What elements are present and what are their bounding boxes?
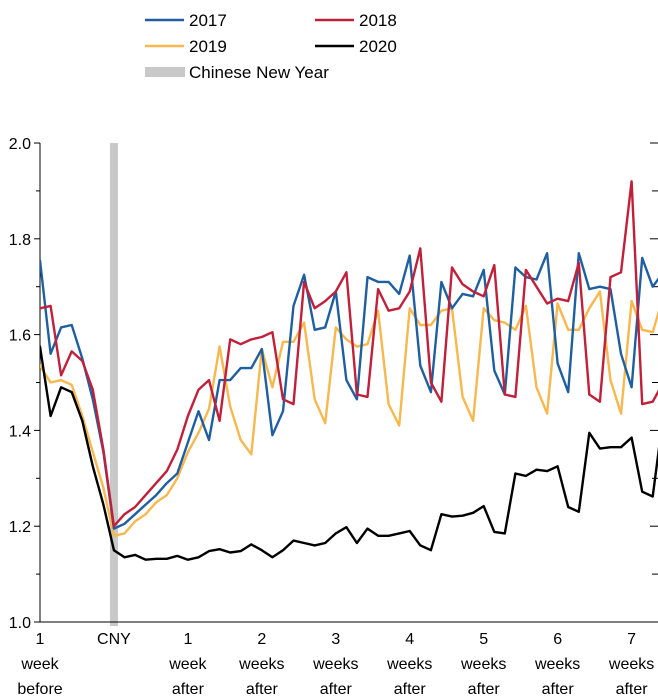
- legend-label-2017: 2017: [189, 11, 227, 30]
- legend-item-2017: 2017: [145, 11, 227, 30]
- y-tick-label: 1.2: [9, 519, 31, 536]
- series-line-2020: [40, 345, 658, 561]
- x-tick-label: after: [468, 681, 501, 698]
- x-tick-label: 4: [405, 631, 414, 648]
- x-tick-0: 1 week before: [17, 631, 62, 698]
- x-tick-5: 4 weeks after: [386, 631, 432, 698]
- legend-item-chinese-new-year: Chinese New Year: [145, 63, 329, 82]
- x-tick-label: weeks: [386, 656, 432, 673]
- x-tick-label: weeks: [460, 656, 506, 673]
- x-tick-2: 1 week after: [168, 631, 207, 698]
- x-tick-label: 1: [183, 631, 192, 648]
- x-tick-label: week: [20, 656, 59, 673]
- y-tick-label: 2.0: [9, 136, 31, 153]
- x-tick-label: weeks: [312, 656, 358, 673]
- y-tick-label: 1.8: [9, 232, 31, 249]
- x-tick-label: after: [616, 681, 649, 698]
- x-tick-6: 5 weeks after: [460, 631, 506, 698]
- legend-item-2020: 2020: [315, 37, 397, 56]
- x-tick-label: before: [17, 681, 62, 698]
- series-line-2017: [40, 251, 658, 530]
- x-tick-3: 2 weeks after: [238, 631, 284, 698]
- x-tick-7: 6 weeks after: [534, 631, 580, 698]
- chart-legend: 2017 2018 2019 2020 Chinese New Year: [145, 11, 397, 82]
- chart-series: [40, 180, 658, 561]
- x-tick-label: weeks: [608, 656, 654, 673]
- x-tick-label: 5: [479, 631, 488, 648]
- x-tick-label: weeks: [534, 656, 580, 673]
- legend-label-2019: 2019: [189, 37, 227, 56]
- legend-swatch-chinese-new-year: [145, 67, 185, 77]
- x-tick-label: 3: [331, 631, 340, 648]
- x-tick-label: after: [542, 681, 575, 698]
- x-tick-1: CNY: [97, 631, 131, 648]
- x-tick-label: CNY: [97, 631, 131, 648]
- y-tick-label: 1.4: [9, 423, 31, 440]
- x-tick-label: 2: [257, 631, 266, 648]
- legend-label-2020: 2020: [359, 37, 397, 56]
- x-tick-label: weeks: [238, 656, 284, 673]
- x-tick-4: 3 weeks after: [312, 631, 358, 698]
- x-tick-label: week: [168, 656, 207, 673]
- chart-axes: 1.0 1.2 1.4 1.6 1.8 2.0 1 week before CNY 1 week aft…: [9, 136, 658, 698]
- legend-label-chinese-new-year: Chinese New Year: [189, 63, 329, 82]
- series-line-2018: [40, 180, 658, 528]
- x-tick-label: after: [246, 681, 279, 698]
- cny-shaded-region: [109, 143, 118, 626]
- x-tick-label: 1: [36, 631, 45, 648]
- legend-label-2018: 2018: [359, 11, 397, 30]
- x-tick-label: after: [172, 681, 205, 698]
- legend-item-2019: 2019: [145, 37, 227, 56]
- x-tick-label: after: [320, 681, 353, 698]
- x-tick-label: 6: [553, 631, 562, 648]
- x-tick-label: 7: [627, 631, 636, 648]
- y-tick-label: 1.0: [9, 615, 31, 632]
- x-tick-label: after: [394, 681, 427, 698]
- x-tick-8: 7 weeks after: [608, 631, 654, 698]
- legend-item-2018: 2018: [315, 11, 397, 30]
- y-tick-label: 1.6: [9, 328, 31, 345]
- cny-band: [109, 143, 118, 626]
